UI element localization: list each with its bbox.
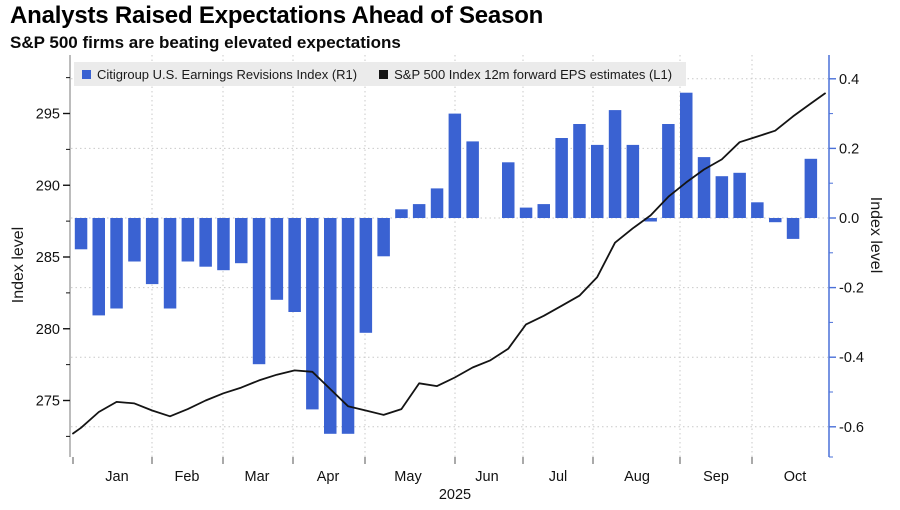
x-axis-month-label: Aug xyxy=(624,469,650,485)
bar xyxy=(270,218,284,300)
x-axis-month-label: Jul xyxy=(549,469,568,485)
x-axis-month-label: Feb xyxy=(175,469,200,485)
legend: Citigroup U.S. Earnings Revisions Index … xyxy=(74,62,686,86)
bar xyxy=(769,218,782,223)
legend-swatch-line-icon xyxy=(379,69,389,79)
x-axis-month-label: Jan xyxy=(105,469,128,485)
bar xyxy=(591,144,604,218)
chart-title: Analysts Raised Expectations Ahead of Se… xyxy=(10,2,544,29)
bar xyxy=(662,124,675,218)
svg-text:290: 290 xyxy=(36,178,60,194)
svg-text:295: 295 xyxy=(36,107,60,123)
bar xyxy=(519,207,533,218)
bar xyxy=(804,158,818,218)
bar xyxy=(359,218,373,333)
bar xyxy=(751,202,764,218)
bar xyxy=(786,218,800,239)
bar xyxy=(430,188,444,218)
bar xyxy=(217,218,230,271)
legend-label-bars: Citigroup U.S. Earnings Revisions Index … xyxy=(97,66,358,82)
svg-text:-0.6: -0.6 xyxy=(839,420,864,436)
bar xyxy=(448,113,462,218)
bar xyxy=(181,218,195,262)
svg-text:275: 275 xyxy=(36,394,60,410)
x-axis-month-label: Sep xyxy=(703,469,729,485)
bar xyxy=(110,218,123,309)
eps-line xyxy=(72,92,826,435)
bar xyxy=(288,218,301,312)
legend-label-line: S&P 500 Index 12m forward EPS estimates … xyxy=(394,66,673,82)
bar xyxy=(466,141,479,218)
bar xyxy=(252,218,266,365)
bar xyxy=(235,218,248,264)
x-axis-month-label: Apr xyxy=(317,469,340,485)
chart-subtitle: S&P 500 firms are beating elevated expec… xyxy=(10,33,401,52)
right-axis-title: Index level xyxy=(867,196,884,274)
bar xyxy=(163,218,177,309)
svg-text:-0.4: -0.4 xyxy=(839,350,864,366)
bar xyxy=(608,110,622,218)
bar xyxy=(715,176,729,218)
x-axis-month-label: Oct xyxy=(784,469,807,485)
svg-text:0.0: 0.0 xyxy=(839,211,859,227)
bar xyxy=(573,124,586,218)
bar xyxy=(74,218,88,250)
bar xyxy=(145,218,159,285)
bar xyxy=(377,218,390,257)
legend-item-bars: Citigroup U.S. Earnings Revisions Index … xyxy=(82,67,357,82)
bar xyxy=(341,218,355,434)
left-axis-title: Index level xyxy=(10,226,27,304)
svg-text:0.4: 0.4 xyxy=(839,72,859,88)
bar xyxy=(555,138,568,218)
svg-text:-0.2: -0.2 xyxy=(839,281,864,297)
bar xyxy=(733,172,746,218)
svg-text:0.2: 0.2 xyxy=(839,141,859,157)
bar xyxy=(412,204,426,218)
x-axis-year-label: 2025 xyxy=(439,487,471,503)
bar xyxy=(199,218,212,267)
svg-text:285: 285 xyxy=(36,250,60,266)
bar xyxy=(92,218,105,316)
x-axis-month-label: Jun xyxy=(475,469,498,485)
bar xyxy=(680,92,693,218)
svg-text:280: 280 xyxy=(36,322,60,338)
bar xyxy=(306,218,319,410)
bar xyxy=(502,162,515,218)
bar xyxy=(644,218,657,222)
legend-item-line: S&P 500 Index 12m forward EPS estimates … xyxy=(379,67,672,82)
bar xyxy=(324,218,337,434)
legend-swatch-bar-icon xyxy=(82,69,91,79)
x-axis-month-label: May xyxy=(394,469,422,485)
bar xyxy=(537,204,550,218)
bar xyxy=(128,218,141,262)
x-axis-month-label: Mar xyxy=(245,469,270,485)
bar xyxy=(626,144,640,218)
bar xyxy=(395,209,408,218)
